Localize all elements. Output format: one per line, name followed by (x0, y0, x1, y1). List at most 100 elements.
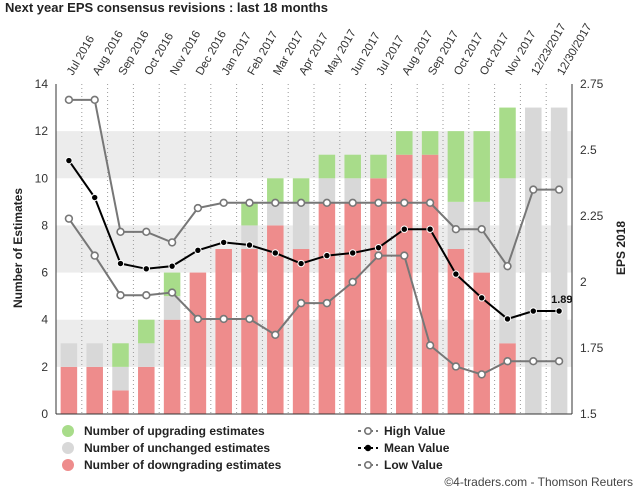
right-axis-ticks: 1.5 1.75 2 2.25 2.5 2.75 (580, 77, 604, 421)
bar-upgrading-13 (396, 131, 413, 155)
bar-unchanged-1 (86, 343, 103, 367)
point-low_line-4 (167, 288, 177, 297)
point-mean-17 (503, 315, 512, 323)
point-low_line-16 (477, 370, 486, 379)
point-mean-18 (529, 307, 537, 315)
left-tick-label: 14 (35, 77, 49, 91)
bar-unchanged-8 (267, 201, 284, 226)
bar-downgrading-10 (318, 201, 336, 414)
point-high_line-11 (348, 198, 357, 208)
bar-downgrading-1 (86, 366, 103, 414)
point-mean-6 (220, 238, 228, 247)
point-low_line-18 (529, 357, 538, 366)
point-mean-19 (555, 307, 563, 315)
point-high_line-8 (271, 198, 280, 208)
left-tick-label: 6 (41, 266, 48, 280)
bar-upgrading-7 (241, 201, 258, 226)
line-low_line (68, 218, 560, 376)
bar-unchanged-10 (318, 178, 336, 202)
bar-unchanged-16 (473, 201, 490, 273)
point-mean-11 (349, 249, 357, 257)
left-axis-label: Number of Estimates (11, 188, 25, 308)
bar-downgrading-2 (112, 390, 129, 414)
point-high_line-12 (374, 198, 383, 208)
point-low_line-11 (348, 277, 357, 287)
right-tick-label: 1.75 (580, 341, 604, 355)
last-value-label: 1.89 (551, 294, 572, 306)
point-high_line-15 (451, 225, 461, 234)
bar-downgrading-11 (344, 201, 361, 414)
right-tick-label: 2 (580, 275, 587, 289)
legend-marker-mean_line (364, 444, 372, 452)
bar-unchanged-2 (112, 366, 129, 391)
bar-downgrading-17 (499, 343, 516, 414)
bar-downgrading-15 (447, 249, 465, 414)
point-mean-0 (65, 156, 73, 165)
point-high_line-3 (142, 227, 151, 237)
legend-marker-high_line (363, 426, 372, 435)
bar-downgrading-8 (267, 225, 284, 414)
point-high_line-13 (400, 198, 409, 208)
point-high_line-16 (477, 225, 486, 234)
grid-band (56, 319, 572, 367)
bar-unchanged-17 (499, 178, 516, 344)
bar-downgrading-9 (292, 249, 310, 414)
point-high_line-1 (90, 95, 99, 105)
point-low_line-14 (425, 341, 435, 350)
right-axis-label: EPS 2018 (614, 221, 628, 275)
bar-unchanged-18 (525, 107, 542, 415)
point-mean-4 (168, 262, 176, 270)
bar-downgrading-16 (473, 272, 490, 414)
bar-upgrading-4 (163, 272, 181, 297)
legend-label-unchanged: Number of unchanged estimates (84, 441, 270, 455)
bar-upgrading-15 (447, 131, 465, 202)
bar-downgrading-13 (396, 154, 413, 414)
point-low_line-1 (90, 251, 99, 260)
bar-upgrading-10 (318, 154, 336, 179)
bar-upgrading-2 (112, 343, 129, 367)
point-high_line-5 (193, 203, 203, 213)
right-tick-label: 2.75 (580, 77, 604, 91)
point-low_line-8 (271, 330, 280, 339)
bar-unchanged-7 (241, 225, 258, 249)
legend: Number of upgrading estimates Number of u… (62, 424, 450, 472)
bar-upgrading-14 (421, 131, 439, 155)
bar-downgrading-14 (421, 154, 439, 414)
point-mean-2 (116, 259, 125, 268)
point-mean-5 (194, 246, 202, 255)
point-low_line-15 (451, 362, 461, 371)
right-tick-label: 2.25 (580, 209, 604, 223)
bar-downgrading-6 (215, 249, 232, 414)
credit: ©4-traders.com - Thomson Reuters (444, 475, 633, 489)
point-high_line-0 (64, 95, 74, 105)
left-tick-label: 4 (41, 313, 48, 327)
point-high_line-2 (116, 227, 125, 237)
point-high_line-10 (322, 198, 332, 208)
bar-upgrading-17 (499, 107, 516, 179)
legend-label-high_line: High Value (384, 424, 446, 438)
point-mean-1 (91, 193, 99, 202)
point-high_line-19 (554, 185, 564, 194)
point-mean-12 (374, 243, 383, 252)
bar-unchanged-19 (550, 107, 568, 415)
bar-upgrading-8 (267, 178, 284, 202)
bar-downgrading-3 (138, 366, 155, 414)
bar-downgrading-4 (163, 319, 181, 414)
axes (55, 84, 573, 415)
line-mean_line (68, 159, 560, 321)
point-high_line-18 (529, 185, 538, 194)
bar-downgrading-5 (189, 272, 207, 414)
point-low_line-13 (400, 251, 409, 260)
legend-swatch-downgrading (62, 459, 74, 471)
line-series (64, 95, 564, 379)
point-low_line-3 (142, 291, 151, 300)
legend-label-low_line: Low Value (384, 458, 443, 472)
bar-unchanged-0 (60, 343, 78, 367)
point-low_line-2 (116, 291, 125, 300)
point-mean-7 (245, 241, 254, 249)
bar-downgrading-0 (60, 366, 78, 414)
bar-upgrading-11 (344, 154, 361, 179)
point-mean-8 (271, 249, 279, 257)
bar-unchanged-9 (292, 201, 310, 249)
